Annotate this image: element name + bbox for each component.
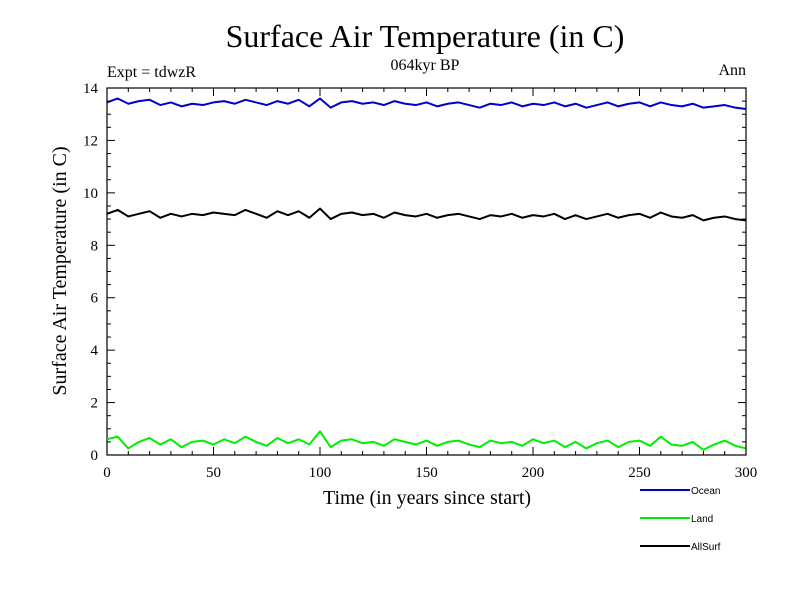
y-tick-label: 8 bbox=[91, 238, 99, 254]
y-axis-label: Surface Air Temperature (in C) bbox=[49, 146, 71, 395]
x-tick-label: 200 bbox=[522, 465, 545, 481]
series-line-ocean bbox=[106, 97, 747, 110]
series-line-land bbox=[106, 430, 747, 451]
x-tick-label: 100 bbox=[309, 465, 332, 481]
legend-label-allsurf: AllSurf bbox=[691, 542, 721, 553]
plot-frame bbox=[106, 87, 747, 456]
y-tick-label: 12 bbox=[83, 133, 98, 149]
chart-title: Surface Air Temperature (in C) bbox=[226, 18, 625, 54]
x-tick-label: 50 bbox=[206, 465, 221, 481]
chart-subtitle: 064kyr BP bbox=[391, 57, 460, 74]
y-tick-label: 0 bbox=[91, 448, 99, 464]
y-tick-label: 6 bbox=[91, 291, 99, 307]
y-tick-label: 14 bbox=[83, 81, 99, 97]
plot-area bbox=[106, 87, 747, 456]
x-axis-label: Time (in years since start) bbox=[323, 487, 531, 509]
y-tick-label: 4 bbox=[91, 343, 99, 359]
experiment-label: Expt = tdwzR bbox=[107, 64, 196, 81]
series-line-allsurf bbox=[106, 207, 747, 222]
x-tick-label: 250 bbox=[628, 465, 651, 481]
y-tick-label: 10 bbox=[83, 186, 98, 202]
y-axis: 0 2 4 6 8 10 12 14 bbox=[83, 81, 746, 464]
x-tick-label: 0 bbox=[103, 465, 111, 481]
legend: Ocean Land AllSurf bbox=[640, 486, 721, 553]
x-tick-label: 150 bbox=[415, 465, 438, 481]
x-tick-label: 300 bbox=[735, 465, 758, 481]
season-label: Ann bbox=[718, 62, 746, 79]
x-axis: 0 50 100 150 200 250 300 bbox=[103, 88, 757, 481]
legend-label-ocean: Ocean bbox=[691, 486, 720, 497]
y-tick-label: 2 bbox=[91, 396, 99, 412]
legend-label-land: Land bbox=[691, 514, 713, 525]
